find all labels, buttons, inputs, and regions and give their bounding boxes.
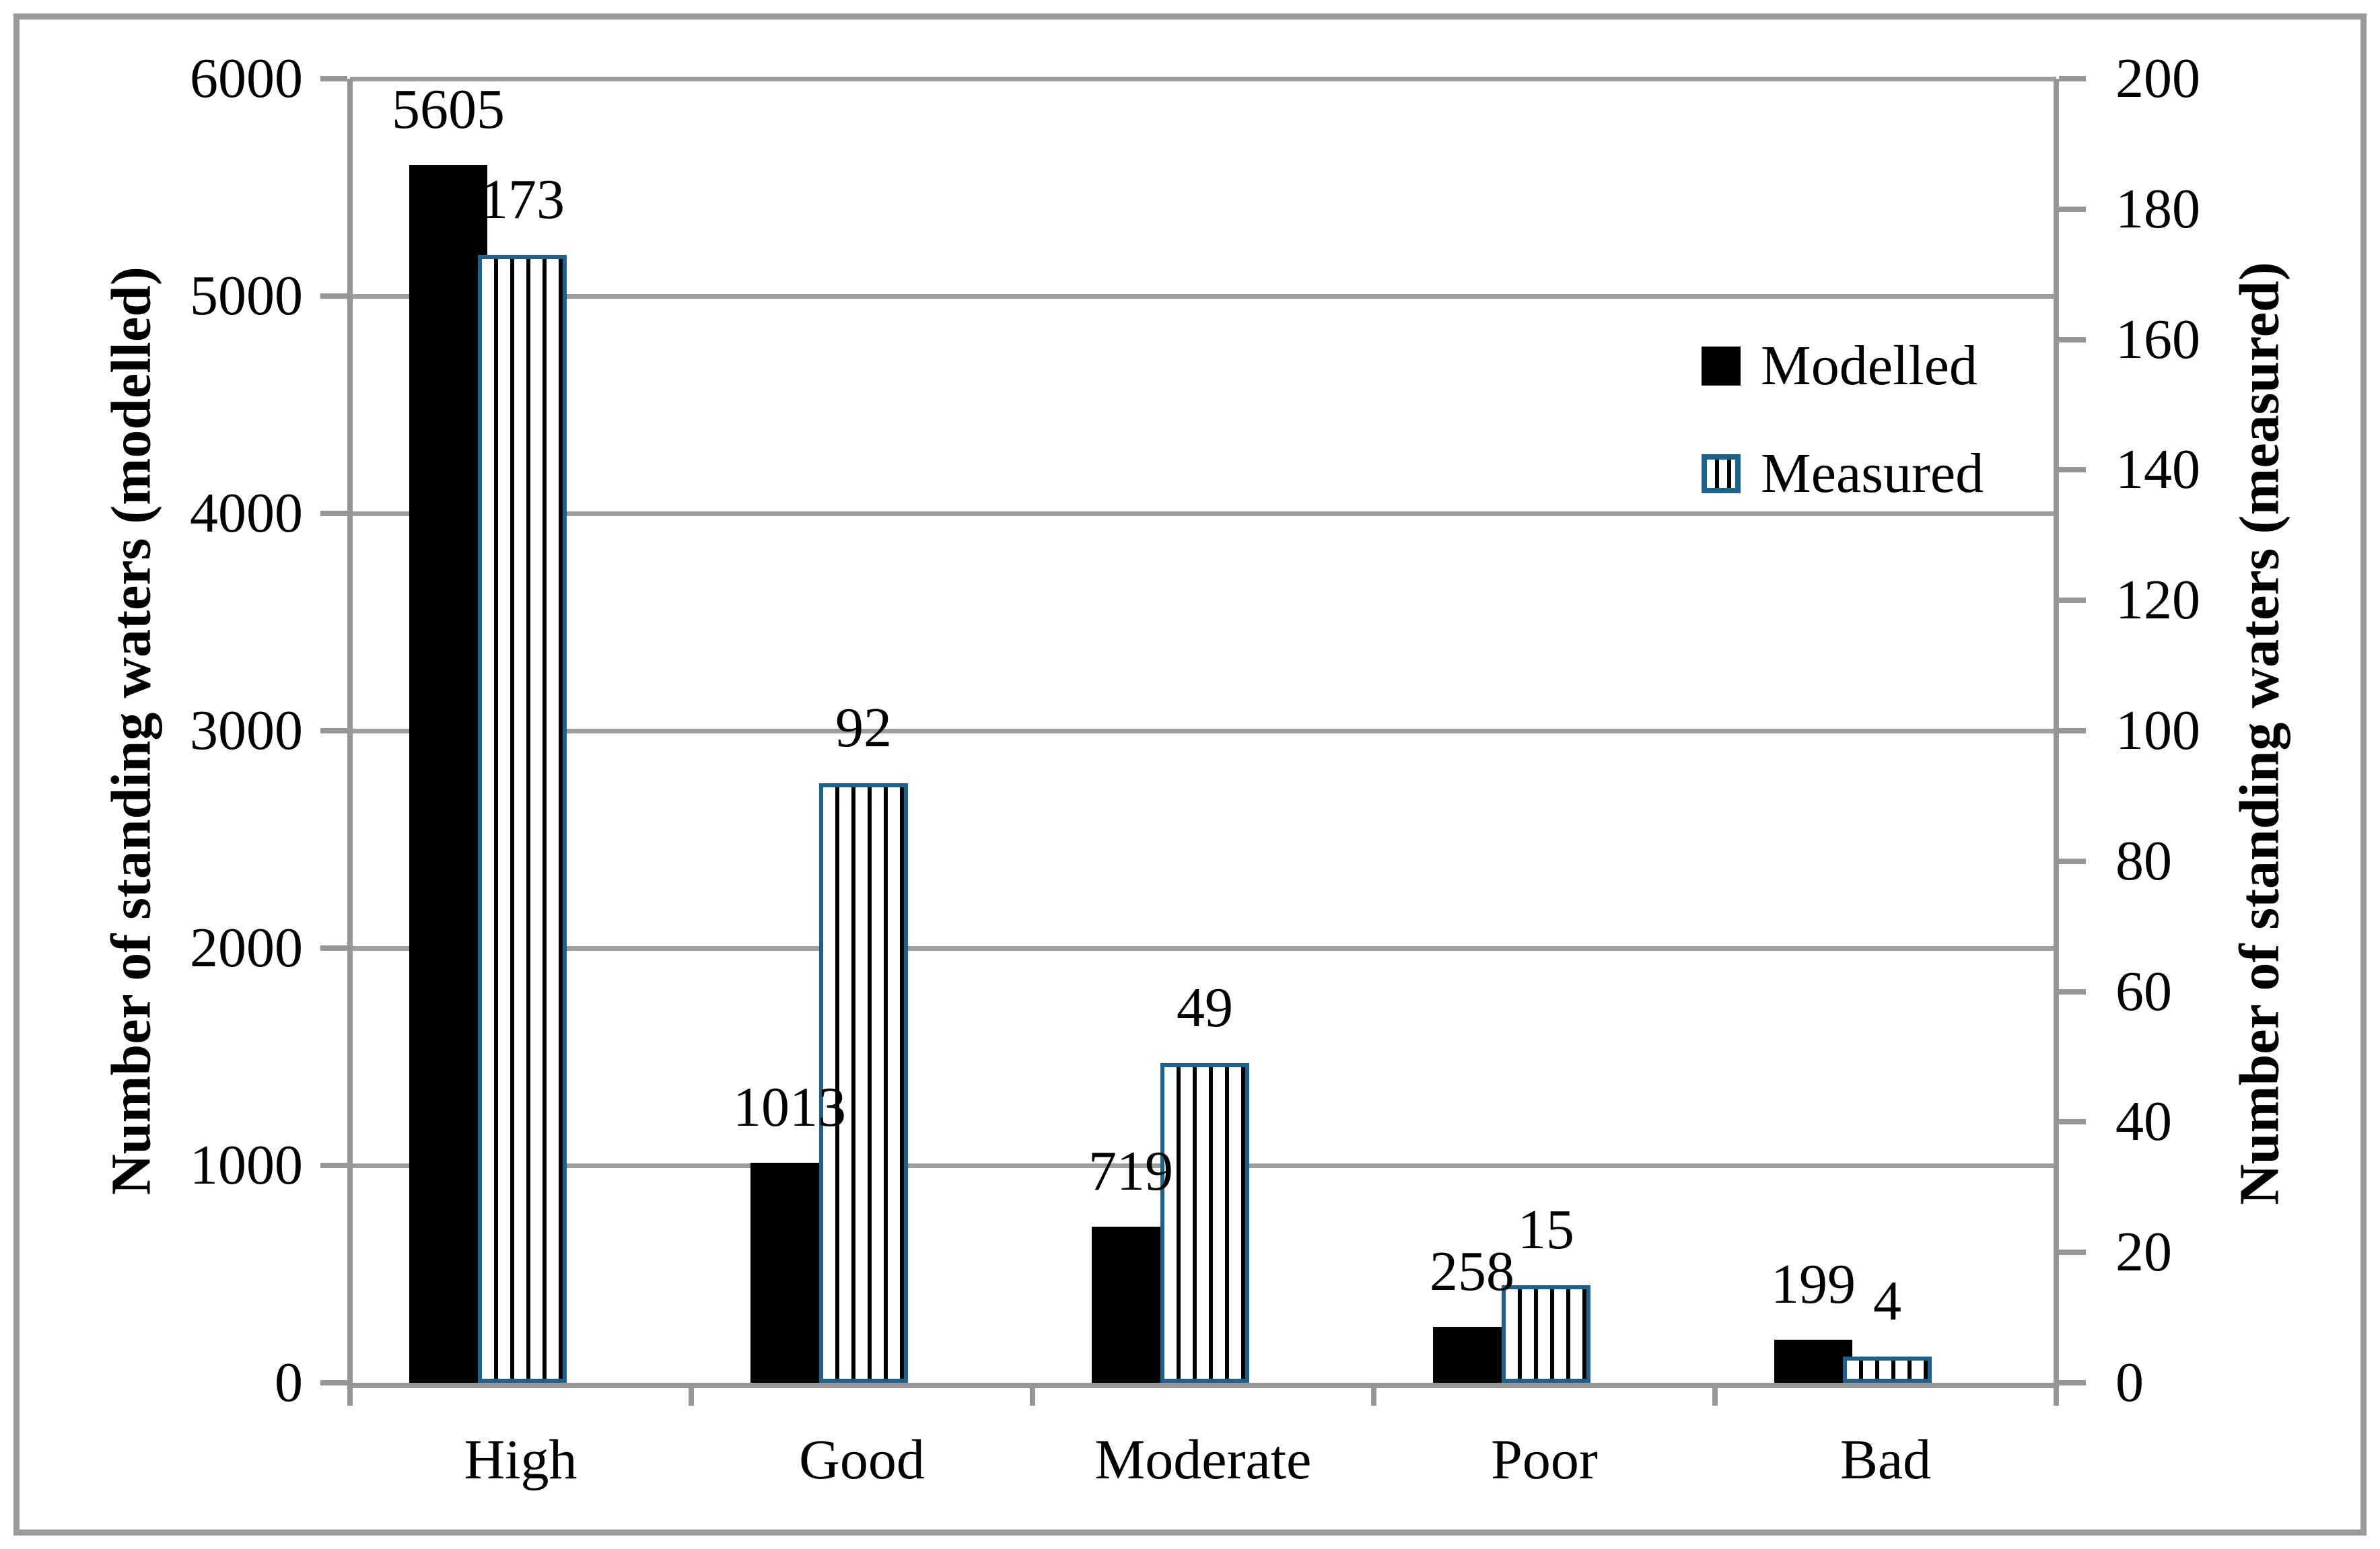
right-axis-tick — [2059, 1380, 2086, 1385]
right-axis-tick-label: 60 — [2115, 960, 2172, 1023]
left-axis-tick-label: 3000 — [190, 699, 303, 762]
category-label-high: High — [464, 1429, 578, 1491]
data-label-measured-bad: 4 — [1873, 1270, 1901, 1332]
data-label-measured-moderate: 49 — [1177, 976, 1233, 1039]
x-axis-tick — [689, 1388, 694, 1406]
bar-measured-bad — [1843, 1357, 1932, 1383]
bar-measured-poor — [1502, 1285, 1590, 1383]
bar-modelled-bad — [1774, 1340, 1852, 1383]
right-axis-tick — [2059, 1119, 2086, 1125]
x-axis-tick — [1371, 1388, 1376, 1406]
data-label-measured-high: 173 — [480, 168, 565, 231]
gridline-2000 — [350, 946, 2056, 951]
plot-area: 5605 173 1013 92 719 49 258 15 199 4 — [347, 77, 2059, 1388]
right-axis-tick — [2059, 728, 2086, 733]
right-axis-tick — [2059, 598, 2086, 604]
data-label-modelled-bad: 199 — [1771, 1253, 1856, 1316]
left-axis-tick-label: 2000 — [190, 916, 303, 979]
right-axis-tick-label: 120 — [2115, 569, 2200, 632]
left-axis-tick — [320, 511, 347, 516]
category-label-good: Good — [799, 1429, 925, 1491]
x-axis-tick — [1030, 1388, 1035, 1406]
category-label-moderate: Moderate — [1094, 1429, 1312, 1491]
bar-measured-good — [819, 783, 908, 1383]
right-axis-tick — [2059, 858, 2086, 864]
data-label-modelled-good: 1013 — [733, 1076, 846, 1139]
right-axis-tick-label: 20 — [2115, 1221, 2172, 1284]
right-axis-tick-label: 80 — [2115, 829, 2172, 892]
left-axis-tick-label: 0 — [275, 1351, 303, 1414]
left-axis-tick-label: 6000 — [190, 47, 303, 110]
x-axis-line — [347, 1383, 2059, 1388]
data-label-measured-good: 92 — [835, 696, 892, 759]
bar-modelled-poor — [1433, 1327, 1511, 1383]
right-axis-tick — [2059, 336, 2086, 343]
legend: Modelled Measured — [1702, 338, 1984, 502]
left-axis-tick — [320, 76, 347, 81]
legend-label-modelled: Modelled — [1761, 334, 1978, 397]
x-axis-tick — [1712, 1388, 1718, 1406]
gridline-6000 — [350, 77, 2056, 81]
data-label-modelled-moderate: 719 — [1088, 1140, 1173, 1202]
left-axis-tick — [320, 945, 347, 951]
left-axis-tick-label: 5000 — [190, 264, 303, 327]
legend-label-measured: Measured — [1761, 442, 1984, 505]
right-axis-tick-label: 180 — [2115, 177, 2200, 240]
right-axis-title: Number of standing waters (measured) — [2228, 262, 2291, 1205]
right-axis-tick — [2059, 988, 2086, 995]
x-axis-tick — [347, 1388, 353, 1406]
right-axis-line — [2054, 79, 2059, 1388]
bar-measured-moderate — [1160, 1063, 1249, 1383]
right-axis-tick-label: 160 — [2115, 308, 2200, 371]
right-axis-tick-label: 0 — [2115, 1351, 2144, 1414]
right-axis-tick — [2059, 467, 2086, 473]
right-axis-tick-label: 40 — [2115, 1090, 2172, 1153]
legend-item-measured: Measured — [1702, 445, 1984, 502]
left-axis-tick-label: 1000 — [190, 1134, 303, 1196]
right-axis-tick — [2059, 76, 2086, 81]
right-axis-tick-label: 100 — [2115, 699, 2200, 762]
right-axis-tick — [2059, 206, 2086, 212]
bar-modelled-good — [750, 1163, 829, 1383]
left-axis-tick — [320, 1163, 347, 1168]
left-axis-tick-label: 4000 — [190, 482, 303, 544]
legend-item-modelled: Modelled — [1702, 338, 1984, 394]
x-axis-tick — [2054, 1388, 2059, 1406]
category-label-bad: Bad — [1840, 1429, 1932, 1491]
left-axis-tick — [320, 1380, 347, 1385]
left-axis-tick — [320, 293, 347, 299]
left-axis-tick — [320, 728, 347, 733]
right-axis-tick-label: 200 — [2115, 47, 2200, 110]
bar-measured-high — [478, 255, 567, 1383]
gridline-4000 — [350, 511, 2056, 516]
right-axis-tick-label: 140 — [2115, 438, 2200, 501]
category-label-poor: Poor — [1491, 1429, 1598, 1491]
data-label-modelled-high: 5605 — [392, 78, 505, 141]
bar-modelled-high — [409, 165, 487, 1383]
gridline-5000 — [350, 294, 2056, 299]
figure-border — [13, 13, 2367, 1536]
right-axis-tick — [2059, 1250, 2086, 1256]
bar-modelled-moderate — [1092, 1227, 1170, 1383]
measured-swatch-icon — [1702, 454, 1741, 493]
modelled-swatch-icon — [1702, 347, 1741, 386]
data-label-modelled-poor: 258 — [1430, 1240, 1514, 1303]
data-label-measured-poor: 15 — [1518, 1198, 1574, 1261]
gridline-3000 — [350, 729, 2056, 733]
left-axis-line — [347, 79, 353, 1388]
